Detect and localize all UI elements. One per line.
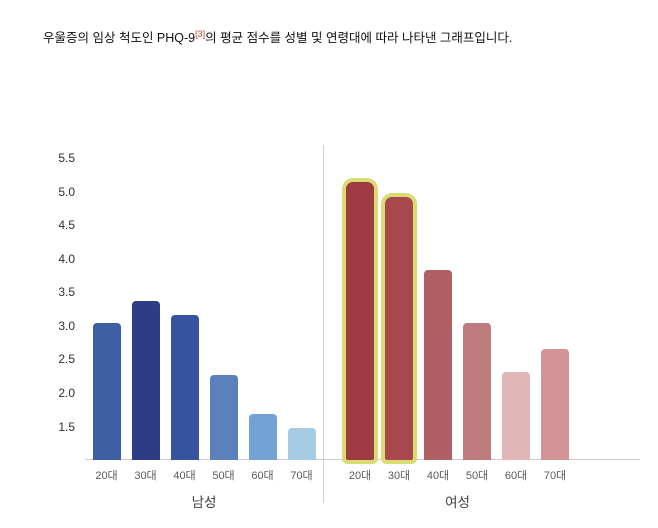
category-label-female-0: 20대 xyxy=(348,470,372,482)
bar-slot-female-4: 60대 xyxy=(502,145,530,482)
caption-text-prefix: 우울증의 임상 척도인 PHQ-9 xyxy=(43,31,196,46)
bar-female-40대 xyxy=(424,270,452,460)
category-label-female-2: 40대 xyxy=(426,470,450,482)
bar-male-60대 xyxy=(248,414,277,460)
bar-female-60대 xyxy=(502,371,530,460)
y-axis-tick-label: 5.0 xyxy=(58,184,75,199)
chart-caption: 우울증의 임상 척도인 PHQ-9[3]의 평균 점수를 성별 및 연령대에 따… xyxy=(43,28,512,48)
category-label-female-1: 30대 xyxy=(387,470,411,482)
category-label-male-0: 20대 xyxy=(95,470,118,482)
category-label-female-4: 60대 xyxy=(504,470,528,482)
bar-slot-female-3: 50대 xyxy=(463,145,491,482)
y-axis-tick-label: 3.0 xyxy=(58,318,75,333)
y-axis-tick-label: 4.0 xyxy=(58,251,75,266)
category-label-female-5: 70대 xyxy=(543,470,567,482)
bar-female-70대 xyxy=(541,349,569,460)
category-label-male-1: 30대 xyxy=(134,470,157,482)
category-label-male-2: 40대 xyxy=(173,470,196,482)
bar-slot-male-2: 40대 xyxy=(170,145,199,482)
bar-slot-male-5: 70대 xyxy=(287,145,316,482)
caption-text-suffix: 의 평균 점수를 성별 및 연령대에 따라 나타낸 그래프입니다. xyxy=(205,31,513,46)
y-axis-tick-label: 2.5 xyxy=(58,352,75,367)
bar-slot-male-4: 60대 xyxy=(248,145,277,482)
category-label-male-5: 70대 xyxy=(290,470,313,482)
bar-groups: 20대 30대 40대 50대 60대 70대 20대 30대 40대 50대 60대 70대 xyxy=(85,145,640,482)
bar-slot-male-0: 20대 xyxy=(92,145,121,482)
group-female-bars: 20대 30대 40대 50대 60대 70대 xyxy=(323,145,640,482)
bar-male-70대 xyxy=(287,427,316,460)
bar-male-40대 xyxy=(170,314,199,460)
category-label-male-4: 60대 xyxy=(251,470,274,482)
y-axis: 1.5 2.0 2.5 3.0 3.5 4.0 4.5 5.0 5.5 xyxy=(35,145,75,460)
group-male-bars: 20대 30대 40대 50대 60대 70대 xyxy=(85,145,323,482)
bar-slot-female-5: 70대 xyxy=(541,145,569,482)
y-axis-tick-label: 4.5 xyxy=(58,218,75,233)
bar-female-20대 xyxy=(346,181,374,460)
group-divider-line xyxy=(323,145,324,503)
y-axis-tick-label: 2.0 xyxy=(58,385,75,400)
group-label-female: 여성 xyxy=(445,495,470,510)
category-label-female-3: 50대 xyxy=(465,470,489,482)
bar-slot-female-1: 30대 xyxy=(385,145,413,482)
bar-slot-female-2: 40대 xyxy=(424,145,452,482)
bar-slot-male-3: 50대 xyxy=(209,145,238,482)
bar-male-50대 xyxy=(209,374,238,460)
bar-chart: 1.5 2.0 2.5 3.0 3.5 4.0 4.5 5.0 5.5 20대 30대 40대 50대… xyxy=(58,145,640,510)
bar-slot-male-1: 30대 xyxy=(131,145,160,482)
y-axis-tick-label: 5.5 xyxy=(58,151,75,166)
group-label-male: 남성 xyxy=(191,495,217,510)
bar-male-30대 xyxy=(131,300,160,460)
y-axis-tick-label: 1.5 xyxy=(58,419,75,434)
bar-male-20대 xyxy=(92,322,121,460)
bar-female-30대 xyxy=(385,197,413,460)
bar-slot-female-0: 20대 xyxy=(346,145,374,482)
category-label-male-3: 50대 xyxy=(212,470,235,482)
y-axis-tick-label: 3.5 xyxy=(58,285,75,300)
bar-female-50대 xyxy=(463,322,491,460)
footnote-reference[interactable]: [3] xyxy=(195,29,206,39)
